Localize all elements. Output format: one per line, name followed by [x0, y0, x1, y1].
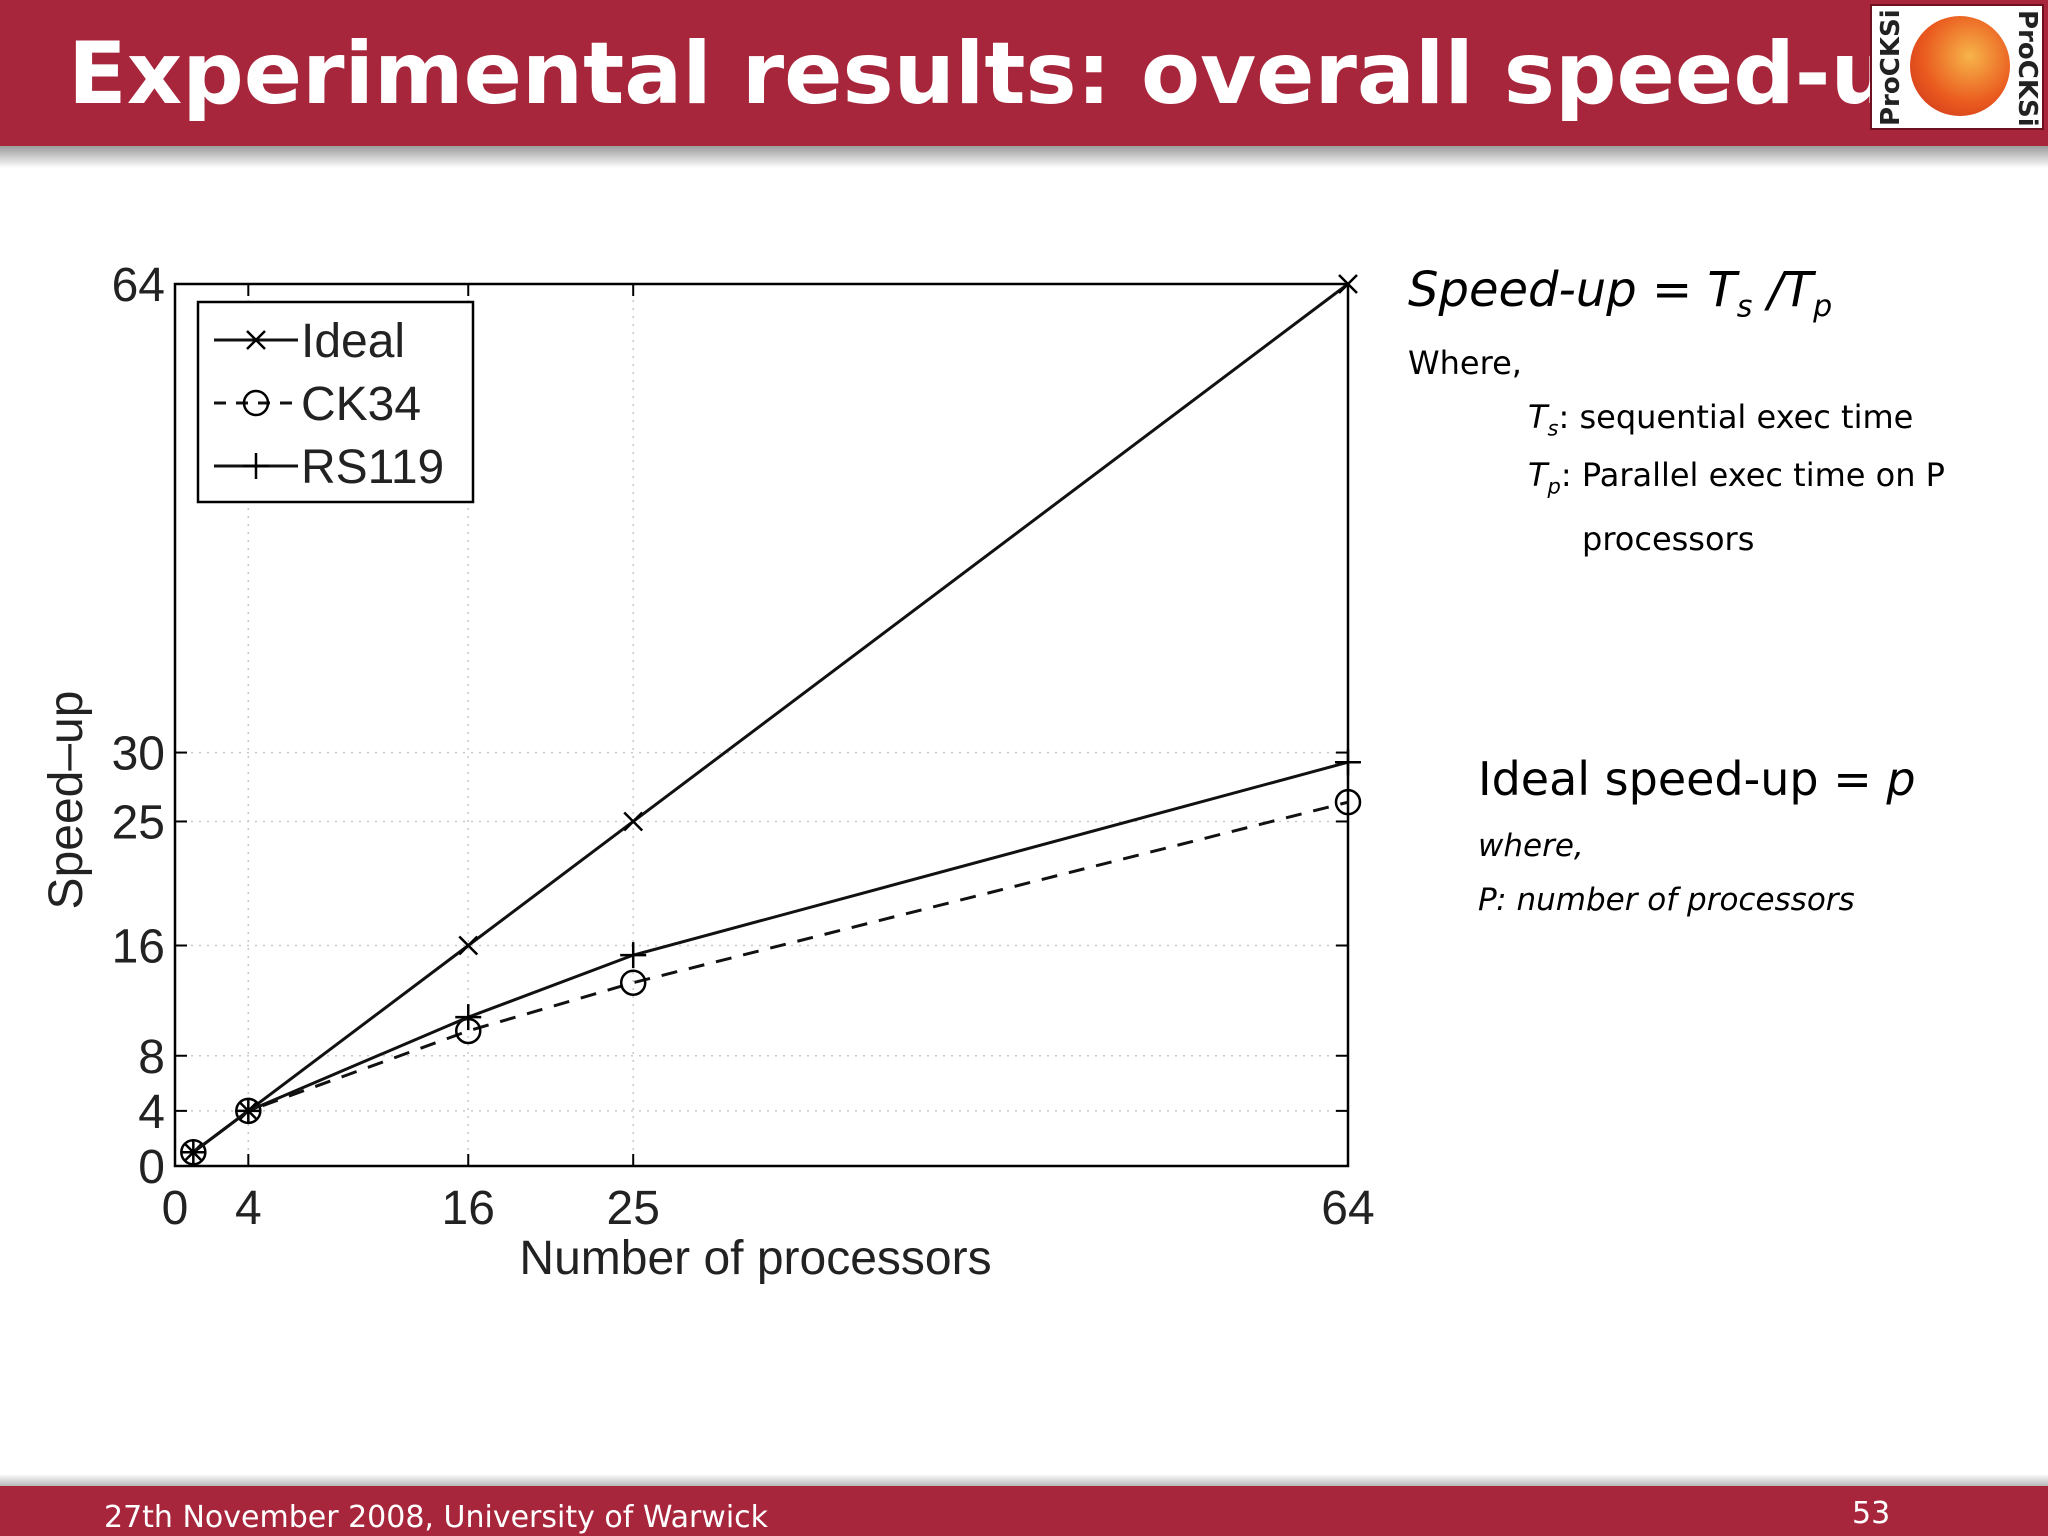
- data-point-rs119: [455, 1004, 482, 1031]
- speedup-formula: Speed-up = Ts /Tp: [1408, 262, 1832, 325]
- data-point-ideal: [458, 935, 479, 956]
- ts-var-letter: T: [1528, 398, 1548, 436]
- formula-mid: /T: [1752, 262, 1814, 318]
- series-line-ck34: [192, 800, 1349, 1154]
- procksi-logo: ProCKSi ProCKSi: [1870, 4, 2044, 130]
- ideal-text: Ideal speed-up =: [1478, 752, 1887, 806]
- y-tick-label: 0: [138, 1141, 165, 1194]
- tp-var-letter: T: [1528, 456, 1548, 494]
- y-tick-label: 16: [112, 921, 165, 974]
- x-tick-label: 4: [235, 1182, 262, 1235]
- x-tick-label: 16: [442, 1182, 495, 1235]
- data-point-rs119: [620, 942, 647, 969]
- where-label: Where,: [1408, 344, 1522, 382]
- ts-variable: Ts: [1528, 398, 1559, 440]
- data-point-ck34: [1334, 788, 1362, 816]
- tp-definition: Tp: Parallel exec time on P: [1528, 456, 1945, 498]
- ts-text: : sequential exec time: [1558, 398, 1914, 436]
- y-tick-label: 4: [138, 1086, 165, 1139]
- data-point-rs119: [180, 1139, 207, 1166]
- data-point-ideal: [623, 811, 644, 832]
- title-bar-shadow: [0, 146, 2048, 168]
- plot-area-frame: [173, 282, 1350, 1168]
- tp-definition-cont: processors: [1582, 520, 1755, 558]
- ts-var-sub: s: [1547, 416, 1559, 441]
- y-tick-label: 30: [112, 728, 165, 781]
- y-tick-label: 25: [112, 796, 165, 849]
- legend-label-rs119: RS119: [301, 441, 444, 494]
- formula-lhs: Speed-up = T: [1408, 262, 1737, 318]
- footer-shadow: [0, 1474, 2048, 1486]
- y-tick-label: 8: [138, 1031, 165, 1084]
- x-tick-label: 64: [1321, 1182, 1374, 1235]
- formula-sub-p: p: [1813, 289, 1833, 325]
- formula-sub-s: s: [1736, 289, 1753, 325]
- tp-text: : Parallel exec time on P: [1560, 456, 1945, 494]
- series-line-rs119: [192, 760, 1349, 1154]
- footer-text: 27th November 2008, University of Warwic…: [104, 1500, 769, 1535]
- y-tick-label: 64: [112, 259, 165, 312]
- page-number: 53: [1852, 1496, 1891, 1531]
- data-point-ideal: [1338, 274, 1358, 294]
- legend-marker-ideal: [246, 330, 266, 350]
- data-point-ck34: [619, 969, 647, 996]
- where-lower-label: where,: [1478, 828, 1584, 864]
- x-tick-label: 0: [162, 1182, 189, 1235]
- ideal-speedup-formula: Ideal speed-up = p: [1478, 752, 1916, 806]
- legend-marker-ck34: [242, 389, 270, 417]
- legend-marker-rs119: [243, 453, 269, 479]
- y-axis-label: Speed–up: [40, 691, 93, 910]
- data-point-rs119: [235, 1097, 262, 1124]
- tp-variable: Tp: [1528, 456, 1561, 498]
- legend-label-ck34: CK34: [301, 378, 421, 431]
- slide-title: Experimental results: overall speed-up: [68, 24, 1954, 124]
- footer-bar: [0, 1486, 2048, 1536]
- legend-label-ideal: Ideal: [301, 315, 405, 368]
- logo-emblem: [1910, 16, 2010, 116]
- x-axis-label: Number of processors: [519, 1232, 991, 1285]
- p-definition: P: number of processors: [1478, 882, 1855, 918]
- data-point-rs119: [1335, 749, 1361, 776]
- title-bar: [0, 0, 2048, 146]
- x-tick-label: 25: [607, 1182, 660, 1235]
- tp-var-sub: p: [1547, 474, 1561, 499]
- ts-definition: Ts: sequential exec time: [1528, 398, 1913, 440]
- ideal-var: p: [1886, 752, 1916, 806]
